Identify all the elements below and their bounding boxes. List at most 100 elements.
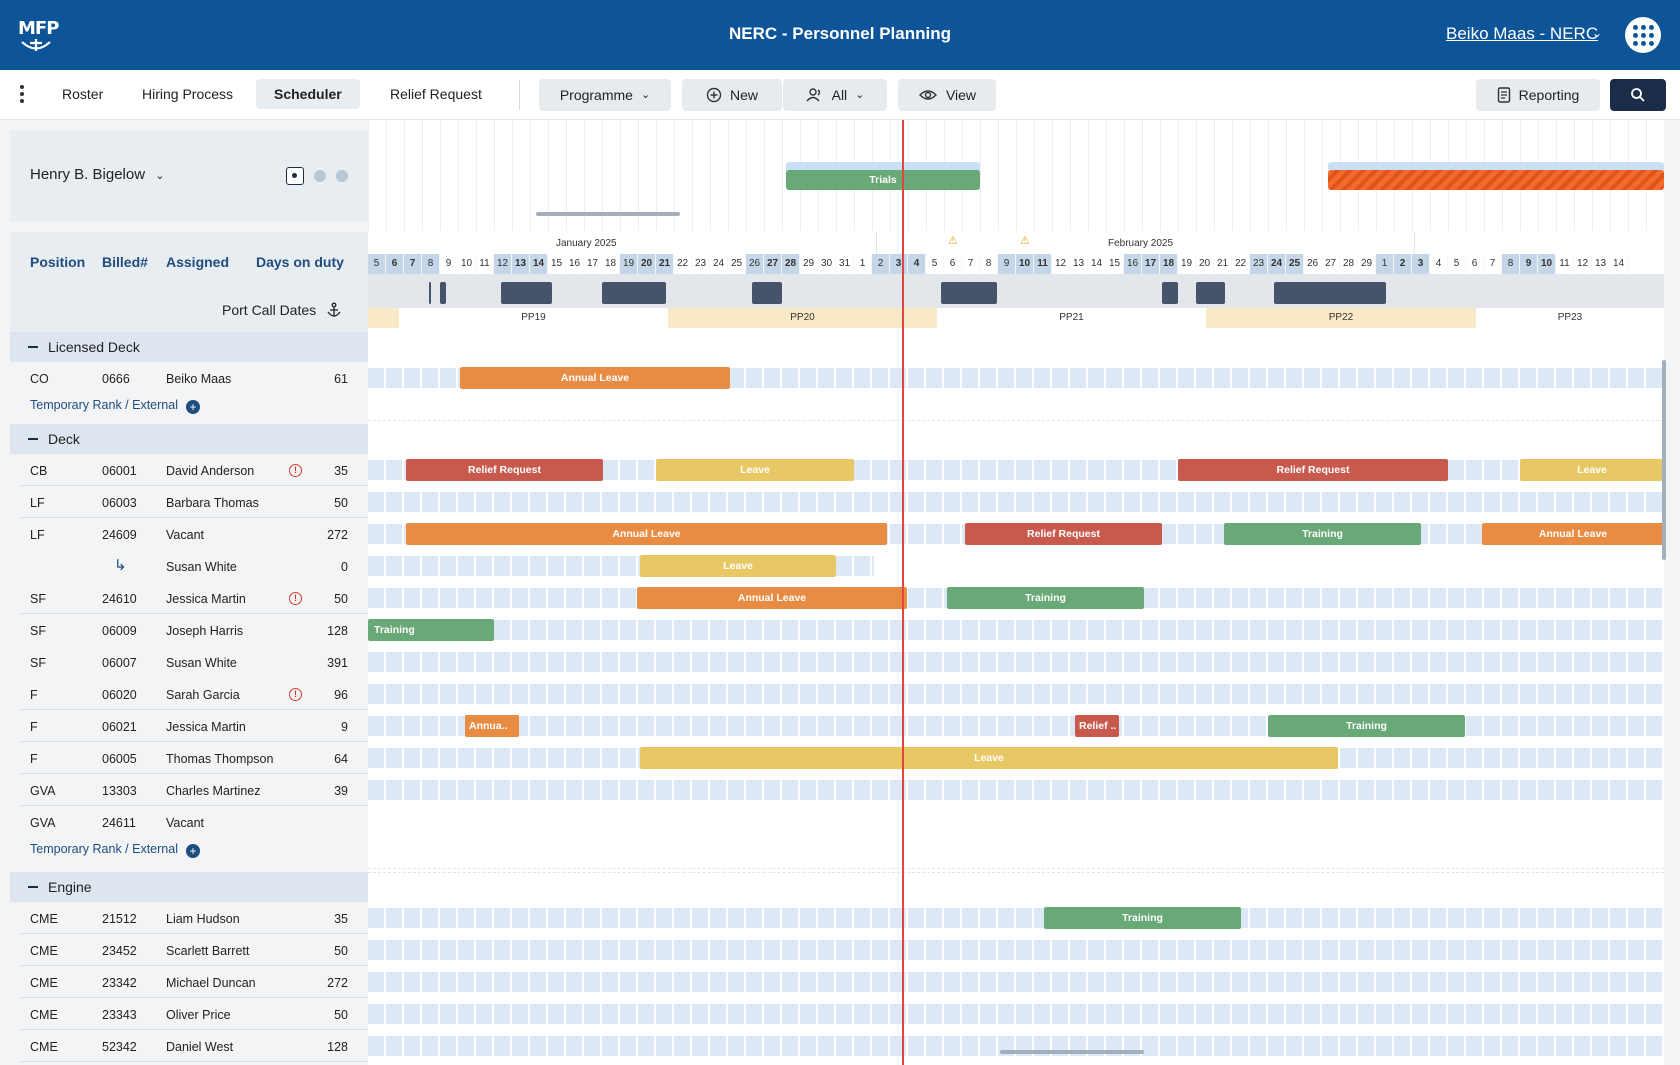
day-cell[interactable]: 5: [368, 254, 386, 274]
day-cell[interactable]: 13: [1592, 254, 1610, 274]
event-bar[interactable]: Trials: [786, 170, 980, 190]
day-cell[interactable]: 20: [1196, 254, 1214, 274]
event-bar[interactable]: Training: [1268, 715, 1465, 737]
day-cell[interactable]: 28: [782, 254, 800, 274]
event-bar[interactable]: Relief Request: [965, 523, 1162, 545]
day-cell[interactable]: 11: [1034, 254, 1052, 274]
day-cell[interactable]: 25: [1286, 254, 1304, 274]
day-cell[interactable]: 18: [602, 254, 620, 274]
event-bar[interactable]: Annual Leave: [637, 587, 907, 609]
day-cell[interactable]: 7: [1484, 254, 1502, 274]
new-button[interactable]: New: [682, 79, 782, 111]
mfp-logo[interactable]: MFP: [18, 18, 62, 52]
day-cell[interactable]: 15: [1106, 254, 1124, 274]
port-call-block[interactable]: [1162, 282, 1178, 304]
schedule-lane[interactable]: [368, 652, 1664, 672]
day-cell[interactable]: 6: [944, 254, 962, 274]
day-cell[interactable]: 2: [1394, 254, 1412, 274]
schedule-lane[interactable]: [368, 940, 1664, 960]
day-cell[interactable]: 27: [764, 254, 782, 274]
day-cell[interactable]: 6: [386, 254, 404, 274]
search-button[interactable]: [1610, 79, 1666, 111]
crew-row[interactable]: CB 06001 David Anderson! 35: [10, 454, 368, 486]
crew-row[interactable]: F 06021 Jessica Martin 9: [10, 710, 368, 742]
day-cell[interactable]: 8: [1502, 254, 1520, 274]
day-cell[interactable]: 31: [836, 254, 854, 274]
day-cell[interactable]: 21: [656, 254, 674, 274]
event-bar[interactable]: Annual Leave: [406, 523, 887, 545]
day-cell[interactable]: 3: [1412, 254, 1430, 274]
warning-icon[interactable]: ⚠: [948, 235, 958, 247]
crew-row[interactable]: SF 06007 Susan White 391: [10, 646, 368, 678]
user-menu[interactable]: Beiko Maas - NERC: [1446, 24, 1599, 43]
day-cell[interactable]: 11: [1556, 254, 1574, 274]
day-cell[interactable]: 19: [620, 254, 638, 274]
crew-row[interactable]: CME 21512 Liam Hudson 35: [10, 902, 368, 934]
reporting-button[interactable]: Reporting: [1476, 79, 1600, 111]
day-cell[interactable]: 26: [1304, 254, 1322, 274]
view-button[interactable]: View: [898, 79, 996, 111]
event-bar[interactable]: Training: [1224, 523, 1421, 545]
apps-grid-icon[interactable]: [1625, 17, 1661, 53]
programme-dropdown[interactable]: Programme ⌄: [539, 79, 671, 111]
day-cell[interactable]: 5: [926, 254, 944, 274]
day-cell[interactable]: 24: [1268, 254, 1286, 274]
event-bar[interactable]: Leave: [640, 747, 1338, 769]
day-cell[interactable]: 19: [1178, 254, 1196, 274]
day-cell[interactable]: 14: [1610, 254, 1628, 274]
add-icon[interactable]: +: [185, 844, 200, 858]
horizontal-scrollbar[interactable]: [536, 212, 680, 216]
event-bar[interactable]: Training: [368, 619, 494, 641]
port-call-block[interactable]: [602, 282, 666, 304]
horizontal-scrollbar[interactable]: [1000, 1050, 1144, 1054]
group-header[interactable]: Licensed Deck: [10, 332, 368, 362]
day-cell[interactable]: 17: [1142, 254, 1160, 274]
port-call-block[interactable]: [1274, 282, 1386, 304]
day-cell[interactable]: 10: [1538, 254, 1556, 274]
crew-row[interactable]: CME 23343 Oliver Price 50: [10, 998, 368, 1030]
day-cell[interactable]: 9: [1520, 254, 1538, 274]
day-cell[interactable]: 1: [1376, 254, 1394, 274]
group-header[interactable]: Engine: [10, 872, 368, 902]
alert-icon[interactable]: !: [289, 688, 302, 701]
day-cell[interactable]: 21: [1214, 254, 1232, 274]
event-bar-hatched[interactable]: [1328, 170, 1664, 190]
day-cell[interactable]: 11: [476, 254, 494, 274]
schedule-lane[interactable]: [368, 620, 1664, 640]
day-cell[interactable]: 17: [584, 254, 602, 274]
add-icon[interactable]: +: [185, 400, 200, 414]
day-cell[interactable]: 8: [422, 254, 440, 274]
day-cell[interactable]: 28: [1340, 254, 1358, 274]
schedule-lane[interactable]: [368, 684, 1664, 704]
schedule-lane[interactable]: [368, 908, 1664, 928]
event-bar[interactable]: Annua..: [465, 715, 519, 737]
day-cell[interactable]: 9: [998, 254, 1016, 274]
alert-icon[interactable]: !: [289, 464, 302, 477]
crew-row[interactable]: F 06005 Thomas Thompson 64: [10, 742, 368, 774]
col-billed[interactable]: Billed#: [102, 254, 148, 270]
crew-row[interactable]: CO 0666 Beiko Maas 61: [10, 362, 368, 394]
day-cell[interactable]: 7: [962, 254, 980, 274]
day-cell[interactable]: 25: [728, 254, 746, 274]
crew-row[interactable]: SF 06009 Joseph Harris 128: [10, 614, 368, 646]
port-call-block[interactable]: [501, 282, 552, 304]
schedule-lane[interactable]: [368, 1004, 1664, 1024]
day-cell[interactable]: 18: [1160, 254, 1178, 274]
day-cell[interactable]: 20: [638, 254, 656, 274]
day-cell[interactable]: 23: [692, 254, 710, 274]
temporary-rank-link[interactable]: Temporary Rank / External +: [30, 842, 200, 858]
day-cell[interactable]: 4: [908, 254, 926, 274]
col-assigned[interactable]: Assigned: [166, 254, 230, 270]
schedule-lane[interactable]: [368, 972, 1664, 992]
event-bar[interactable]: Training: [1044, 907, 1241, 929]
day-cell[interactable]: 16: [566, 254, 584, 274]
day-cell[interactable]: 9: [440, 254, 458, 274]
chevron-down-icon[interactable]: ⌄: [1592, 26, 1603, 40]
day-cell[interactable]: 13: [1070, 254, 1088, 274]
day-cell[interactable]: 29: [800, 254, 818, 274]
collapse-icon[interactable]: [28, 346, 38, 348]
kebab-menu-icon[interactable]: [20, 85, 24, 106]
schedule-lane[interactable]: [368, 1036, 1664, 1056]
day-cell[interactable]: 6: [1466, 254, 1484, 274]
day-cell[interactable]: 10: [1016, 254, 1034, 274]
